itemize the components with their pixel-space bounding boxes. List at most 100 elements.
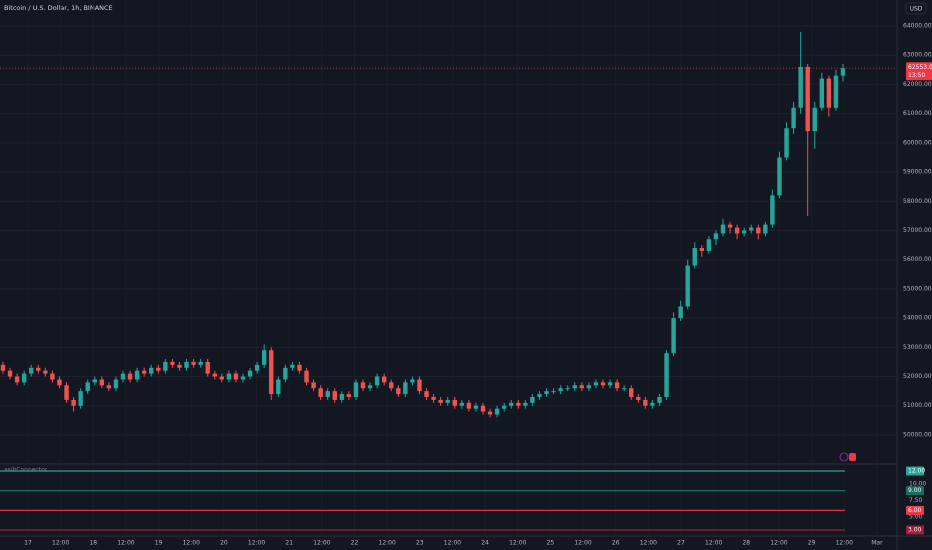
candle-body: [261, 350, 267, 365]
x-tick-label: 12:00: [574, 540, 591, 547]
candle-body: [734, 227, 740, 234]
y-tick-label: 55000.00: [903, 285, 932, 292]
candle-body: [727, 224, 733, 228]
last-price-label: 62553.09: [908, 64, 932, 71]
candle-body: [741, 230, 747, 234]
currency-button[interactable]: [905, 2, 927, 15]
candle-body: [459, 402, 465, 406]
candle-body: [763, 224, 768, 234]
y-tick-label: 54000.00: [903, 315, 932, 322]
y-tick-label: 50000.00: [903, 431, 932, 438]
candle-body: [791, 107, 796, 129]
y-tick-label: 57000.00: [903, 227, 932, 234]
y-tick-label: 56000.00: [903, 256, 932, 263]
x-tick-label: 12:00: [183, 540, 200, 547]
x-tick-label: 27: [677, 540, 685, 547]
candle-body: [120, 373, 126, 380]
y-tick-label: 10.00: [909, 481, 926, 488]
x-tick-label: 12:00: [836, 540, 853, 547]
candle-body: [473, 405, 479, 409]
candle-body: [226, 373, 232, 380]
candle-body: [424, 391, 429, 397]
x-tick-label: 12:00: [640, 540, 657, 547]
currency[interactable]: USD: [910, 6, 923, 13]
candle-body: [593, 382, 599, 386]
x-tick-label: 12:00: [509, 540, 526, 547]
chart-title: Bitcoin / U.S. Dollar, 1h, BINANCE: [4, 4, 113, 12]
candle-body: [283, 367, 288, 380]
candle-body: [374, 376, 380, 386]
candle-body: [318, 388, 323, 397]
candle-body: [156, 367, 161, 371]
candle-body: [501, 405, 507, 409]
candle-body: [544, 391, 549, 395]
candle-body: [21, 373, 27, 383]
countdown: 13:50: [908, 72, 925, 79]
candle-body: [71, 399, 76, 406]
indicator-value-label: 6.00: [908, 507, 922, 514]
candle-body: [558, 388, 563, 392]
y-tick-label: 60000.00: [903, 139, 932, 146]
candle-body: [494, 408, 500, 415]
candle-body: [99, 379, 105, 386]
candle-body: [212, 373, 217, 377]
candle-body: [537, 394, 542, 397]
candle-body: [678, 306, 683, 319]
y-tick-label: 5.00: [909, 513, 923, 520]
x-tick-label: 12:00: [770, 540, 787, 547]
last-price-badge: [906, 62, 932, 81]
candle-body: [339, 394, 345, 400]
candle-body: [699, 248, 705, 251]
candle-body: [833, 75, 839, 108]
candle-body: [290, 364, 295, 368]
candle-body: [106, 385, 112, 389]
candle-body: [78, 391, 83, 406]
candle-body: [170, 361, 175, 365]
flag-icon[interactable]: [849, 453, 856, 461]
candle-body: [438, 399, 443, 403]
candle-body: [805, 66, 810, 132]
candle-body: [840, 68, 846, 76]
candle-body: [50, 373, 55, 380]
x-tick-label: 19: [155, 540, 163, 547]
candle-body: [509, 402, 514, 406]
candle-body: [621, 388, 627, 390]
candle-body: [14, 376, 20, 383]
candle-body: [685, 265, 690, 307]
candle-body: [346, 394, 352, 397]
x-tick-label: 24: [481, 540, 489, 547]
candle-body: [205, 361, 210, 374]
candle-body: [784, 128, 789, 158]
y-tick-label: 59000.00: [903, 169, 932, 176]
x-tick-label: 18: [89, 540, 97, 547]
candle-body: [233, 373, 239, 380]
candle-body: [812, 107, 817, 132]
candle-body: [657, 396, 662, 403]
candle-body: [396, 388, 401, 395]
candle-body: [410, 379, 415, 383]
y-tick-label: 63000.00: [903, 52, 932, 59]
candle-body: [163, 361, 168, 371]
x-tick-label: 23: [416, 540, 424, 547]
candle-body: [219, 376, 225, 380]
candle-body: [254, 364, 260, 371]
candle-body: [530, 396, 535, 403]
candle-body: [127, 373, 133, 380]
candle-body: [706, 239, 712, 251]
candle-body: [826, 78, 832, 108]
y-tick-label: 7.50: [909, 497, 923, 504]
indicator-title: asibConnector: [4, 467, 48, 474]
indicator-value-label: 12.00: [908, 467, 925, 474]
candle-body: [551, 391, 556, 393]
candle-body: [92, 379, 97, 383]
candle-body: [466, 402, 472, 409]
candle-body: [247, 370, 253, 377]
candle-body: [523, 402, 528, 406]
candle-body: [85, 382, 90, 392]
candle-body: [607, 382, 613, 386]
candle-body: [141, 370, 147, 374]
candle-body: [64, 385, 69, 400]
x-tick-label: 12:00: [52, 540, 69, 547]
